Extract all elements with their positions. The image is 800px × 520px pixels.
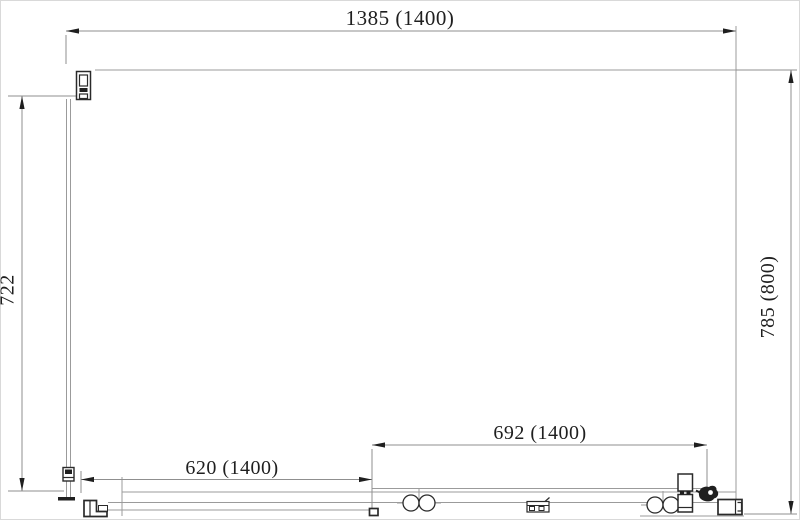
stop-profile-tab-left [680,491,684,495]
arrow-left-icon [81,476,94,483]
arrow-right-icon [359,476,372,483]
wall-profile-top-left [75,70,92,101]
roller-wheel-icon [646,496,664,514]
arrow-right-icon [694,442,707,448]
arrow-down-icon [788,501,794,514]
right-dimension-label: 785 (800) [757,256,779,339]
knob-highlight [708,490,713,495]
roller-wheel-icon [662,496,680,514]
left-dimension-label: 722 [0,274,19,306]
wall-profile-bottom-right [717,498,743,516]
right-dimension: 785 (800) [736,69,797,515]
stop-profile-upper [677,473,694,492]
center-bracket-foot-right [538,506,545,511]
top-dimension-label: 1385 (1400) [346,6,455,30]
roller-wheel-icon [402,494,420,512]
bottom-right-dimension-label: 692 (1400) [493,422,586,444]
top-dimension: 1385 (1400) [65,6,736,64]
glass-clamp-pad [65,469,72,474]
glass-bottom-cap [58,497,75,501]
arrow-up-icon [788,70,794,83]
bottom-right-dimension: 692 (1400) [372,422,708,494]
bottom-left-dimension: 620 (1400) [80,449,373,512]
wall-profile-channel [737,501,743,512]
arrow-right-icon [723,28,736,34]
wall-profile-foot [78,93,89,100]
door-stop-profile [677,473,694,513]
roller-pair-right [646,496,680,514]
bottom-left-dimension-label: 620 (1400) [185,457,278,479]
center-bracket [526,497,550,513]
door-guide-block [368,507,379,517]
wall-profile-clamp-bar [79,88,88,92]
glass-clamp-bottom-left [62,466,75,482]
wall-profile-slot [78,74,89,87]
left-dimension: 722 [0,95,77,492]
stop-profile-lower [677,493,694,513]
arrow-up-icon [19,96,25,109]
arrow-left-icon [66,28,79,34]
roller-wheel-icon [418,494,436,512]
wall-profile-body [717,498,743,516]
arrow-down-icon [19,478,25,491]
enclosure-outline [66,26,737,499]
center-bracket-tab [544,497,550,502]
roller-pair-left [402,494,436,512]
end-cap-profile [83,499,108,518]
center-bracket-foot-left [529,506,535,511]
center-bracket-body [526,500,550,513]
glass-clamp-body [62,466,75,482]
track-end-cap [83,499,108,518]
arrow-left-icon [372,442,385,448]
stop-profile-tab-right [686,491,691,495]
end-cap-notch [98,505,108,512]
handle-knob [695,485,719,502]
